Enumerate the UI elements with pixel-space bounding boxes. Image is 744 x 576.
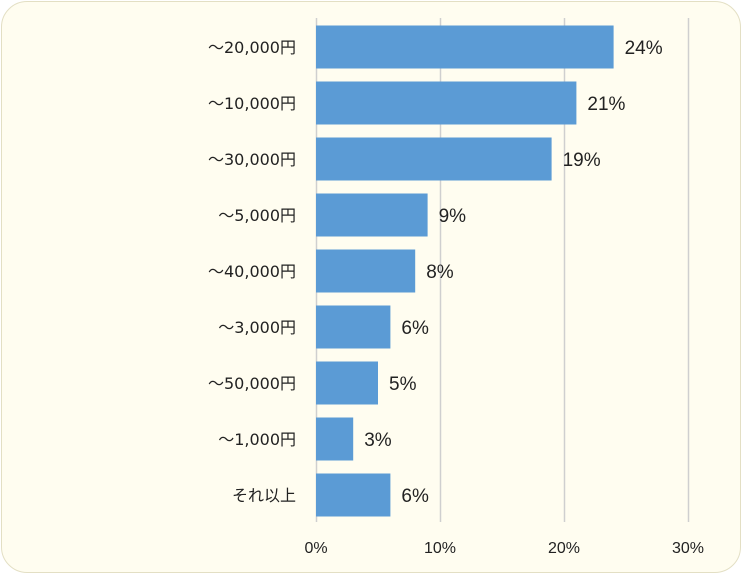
bar [316,249,416,293]
bar [316,81,577,125]
x-tick-label: 20% [548,540,580,557]
bars [316,25,614,517]
category-label: 〜10,000円 [208,94,296,113]
x-axis-tick-labels: 0% 10% 20% 30% [304,540,704,557]
bar [316,193,428,237]
category-label: 〜5,000円 [218,206,296,225]
value-label: 8% [426,262,454,283]
x-tick-label: 30% [672,540,704,557]
category-label: 〜1,000円 [218,430,296,449]
x-tick-label: 10% [424,540,456,557]
value-label: 21% [587,94,625,115]
category-label: 〜50,000円 [208,374,296,393]
value-labels: 24% 21% 19% 9% 8% 6% 5% 3% 6% [364,38,663,507]
category-label: 〜20,000円 [208,38,296,57]
bar [316,137,552,181]
category-labels: 〜20,000円〜10,000円〜30,000円〜5,000円〜40,000円〜… [208,38,296,505]
category-label: 〜40,000円 [208,262,296,281]
bar [316,305,391,349]
x-tick-label: 0% [304,540,327,557]
category-label: 〜30,000円 [208,150,296,169]
value-label: 19% [563,150,601,171]
value-label: 24% [625,38,663,59]
value-label: 5% [389,374,417,395]
bar [316,473,391,517]
value-label: 6% [401,318,429,339]
bar [316,361,378,405]
category-label: 〜3,000円 [218,318,296,337]
category-label: それ以上 [232,486,296,505]
bar [316,25,614,69]
value-label: 3% [364,430,392,451]
value-label: 9% [439,206,467,227]
bar [316,417,354,461]
value-label: 6% [401,486,429,507]
